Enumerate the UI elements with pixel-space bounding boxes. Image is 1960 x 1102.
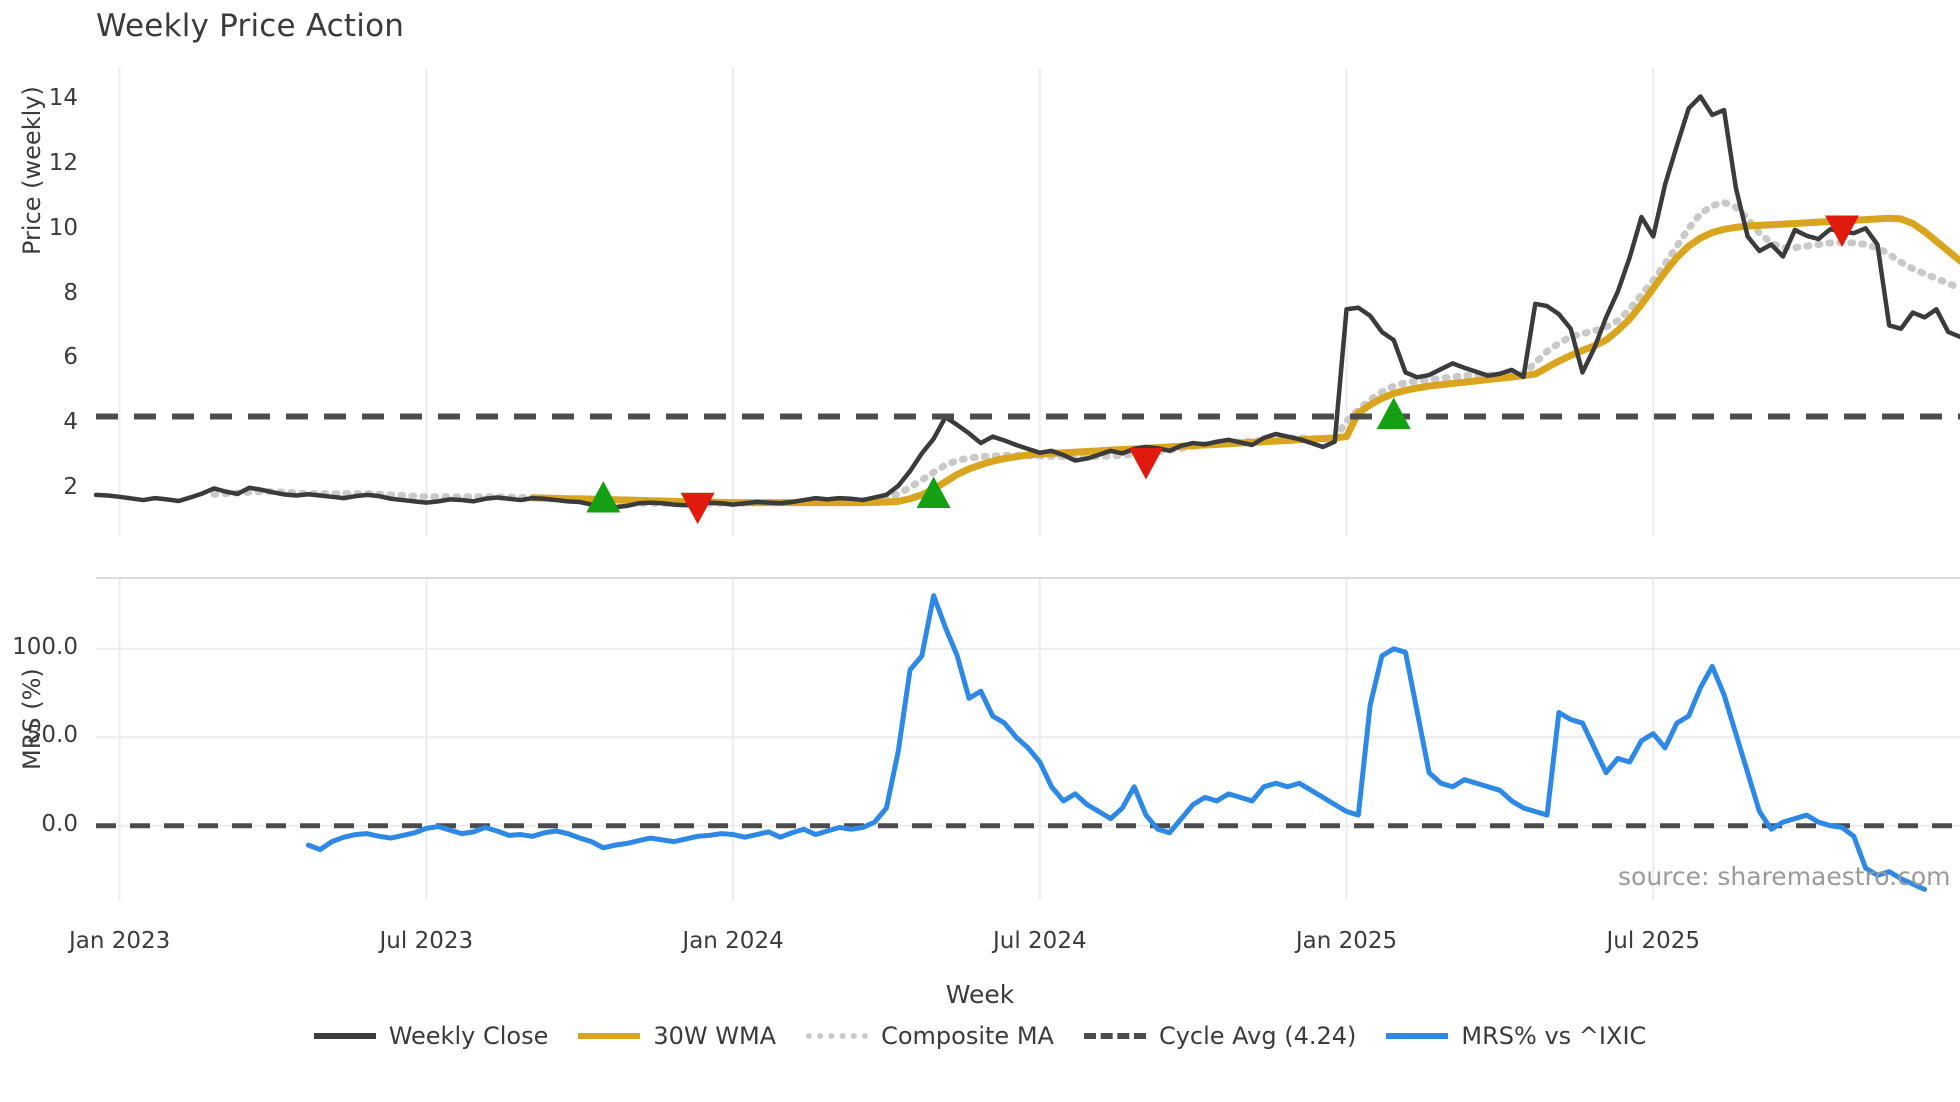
price-y-tick: 12 xyxy=(48,150,78,177)
legend-swatch-solid-icon xyxy=(578,1033,641,1039)
legend-item[interactable]: 30W WMA xyxy=(578,1022,776,1050)
legend-swatch-solid-icon xyxy=(313,1033,376,1039)
chart-legend: Weekly Close 30W WMA Composite MA Cycle Avg… xyxy=(0,1022,1960,1050)
legend-swatch-dotted-icon xyxy=(806,1033,869,1039)
legend-label: MRS% vs ^IXIC xyxy=(1461,1022,1647,1050)
legend-swatch-solid-icon xyxy=(1386,1033,1449,1039)
legend-swatch-dashed-icon xyxy=(1083,1033,1146,1039)
x-tick: Jan 2024 xyxy=(682,928,784,954)
x-tick: Jan 2023 xyxy=(68,928,171,954)
mrs-y-tick: 50.0 xyxy=(26,722,78,749)
legend-item[interactable]: Composite MA xyxy=(806,1022,1054,1050)
buy-marker[interactable] xyxy=(1376,397,1411,429)
mrs-y-tick: 0.0 xyxy=(41,810,78,837)
series-mrs xyxy=(305,593,1928,892)
series-weekly-close xyxy=(93,94,1960,510)
page-title: Weekly Price Action xyxy=(96,8,405,44)
legend-label: Cycle Avg (4.24) xyxy=(1158,1022,1357,1050)
sell-marker[interactable] xyxy=(680,492,715,525)
mrs-y-tick: 100.0 xyxy=(12,633,78,660)
price-y-tick: 10 xyxy=(48,214,78,241)
x-tick: Jan 2025 xyxy=(1295,928,1398,954)
watermark: source: sharemaestro.com xyxy=(1618,862,1951,891)
x-tick: Jul 2025 xyxy=(1606,928,1701,954)
x-axis-label: Week xyxy=(945,980,1015,1009)
x-tick: Jul 2023 xyxy=(379,928,474,954)
x-tick: Jul 2024 xyxy=(992,928,1087,954)
legend-label: Weekly Close xyxy=(388,1022,549,1050)
sell-marker[interactable] xyxy=(1128,448,1163,480)
buy-marker[interactable] xyxy=(916,476,951,509)
price-y-tick: 8 xyxy=(63,279,78,306)
price-y-tick: 4 xyxy=(63,409,78,436)
legend-item[interactable]: Weekly Close xyxy=(313,1022,549,1050)
price-y-tick: 14 xyxy=(48,85,78,112)
price-y-tick: 2 xyxy=(63,474,78,501)
series-30w-wma xyxy=(529,214,1960,507)
legend-label: 30W WMA xyxy=(653,1022,777,1050)
buy-marker[interactable] xyxy=(586,481,621,513)
sell-marker[interactable] xyxy=(1825,215,1860,247)
price-y-tick: 6 xyxy=(63,344,78,371)
legend-item[interactable]: MRS% vs ^IXIC xyxy=(1386,1022,1646,1050)
legend-label: Composite MA xyxy=(881,1022,1054,1050)
legend-item[interactable]: Cycle Avg (4.24) xyxy=(1083,1022,1357,1050)
